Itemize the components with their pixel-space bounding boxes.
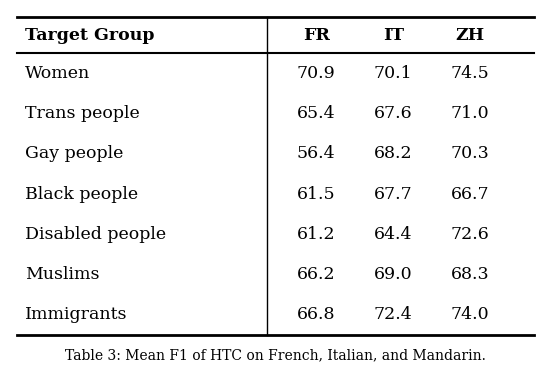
Text: 66.7: 66.7 bbox=[451, 186, 490, 203]
Text: Disabled people: Disabled people bbox=[25, 226, 166, 243]
Text: 70.3: 70.3 bbox=[451, 145, 490, 162]
Text: Black people: Black people bbox=[25, 186, 138, 203]
Text: 74.0: 74.0 bbox=[451, 306, 490, 323]
Text: 70.9: 70.9 bbox=[297, 65, 336, 82]
Text: 72.4: 72.4 bbox=[374, 306, 412, 323]
Text: 61.5: 61.5 bbox=[297, 186, 336, 203]
Text: Target Group: Target Group bbox=[25, 26, 154, 44]
Text: 64.4: 64.4 bbox=[374, 226, 412, 243]
Text: ZH: ZH bbox=[456, 26, 485, 44]
Text: FR: FR bbox=[303, 26, 329, 44]
Text: 65.4: 65.4 bbox=[297, 105, 336, 122]
Text: 72.6: 72.6 bbox=[451, 226, 490, 243]
Text: 70.1: 70.1 bbox=[374, 65, 412, 82]
Text: 69.0: 69.0 bbox=[374, 266, 412, 283]
Text: Women: Women bbox=[25, 65, 90, 82]
Text: 56.4: 56.4 bbox=[297, 145, 336, 162]
Text: 68.3: 68.3 bbox=[451, 266, 490, 283]
Text: 67.6: 67.6 bbox=[374, 105, 412, 122]
Text: Muslims: Muslims bbox=[25, 266, 99, 283]
Text: Table 3: Mean F1 of HTC on French, Italian, and Mandarin.: Table 3: Mean F1 of HTC on French, Itali… bbox=[64, 348, 486, 362]
Text: Trans people: Trans people bbox=[25, 105, 140, 122]
Text: 74.5: 74.5 bbox=[451, 65, 490, 82]
Text: 66.2: 66.2 bbox=[297, 266, 336, 283]
Text: 61.2: 61.2 bbox=[297, 226, 336, 243]
Text: 67.7: 67.7 bbox=[374, 186, 412, 203]
Text: Immigrants: Immigrants bbox=[25, 306, 127, 323]
Text: 71.0: 71.0 bbox=[451, 105, 490, 122]
Text: 66.8: 66.8 bbox=[297, 306, 336, 323]
Text: 68.2: 68.2 bbox=[374, 145, 412, 162]
Text: Gay people: Gay people bbox=[25, 145, 123, 162]
Text: IT: IT bbox=[383, 26, 404, 44]
